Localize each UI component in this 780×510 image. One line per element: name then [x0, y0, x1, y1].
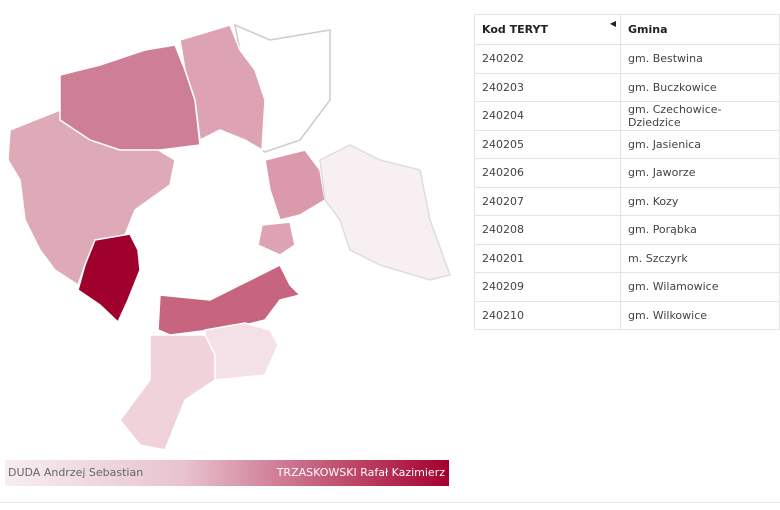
region	[257, 221, 296, 256]
region	[204, 322, 279, 381]
region	[179, 24, 266, 152]
legend-low: DUDA Andrzej Sebastian	[8, 466, 144, 479]
region	[319, 144, 451, 281]
region	[119, 334, 216, 451]
header-text: Kod TERYT	[482, 23, 548, 36]
table-cell: 240205	[474, 129, 621, 159]
table-cell: 240202	[474, 44, 621, 74]
table-row: 240208 gm. Porąbka	[474, 215, 780, 245]
table-cell: m. Szczyrk	[620, 243, 780, 273]
header-text: Gmina	[628, 23, 668, 36]
table-cell: gm. Jasienica	[620, 129, 780, 159]
divider	[0, 502, 780, 503]
table-cell: 240210	[474, 300, 621, 330]
table-cell: gm. Wilkowice	[620, 300, 780, 330]
data-table: Kod TERYT ◀ Gmina 240202 gm. Bestwina 24020…	[474, 14, 780, 330]
map	[7, 23, 451, 451]
table-row: 240207 gm. Kozy	[474, 186, 780, 216]
table-cell: gm. Jaworze	[620, 158, 780, 188]
region	[77, 233, 141, 324]
header-cell[interactable]: Kod TERYT ◀	[474, 14, 621, 45]
table-cell: gm. Wilamowice	[620, 272, 780, 302]
table-cell: gm. Czechowice-Dziedzice	[620, 101, 780, 131]
region	[157, 263, 302, 336]
table-cell: 240201	[474, 243, 621, 273]
sort-icon: ◀	[609, 19, 616, 28]
table-cell: gm. Porąbka	[620, 215, 780, 245]
header-row: Kod TERYT ◀ Gmina	[474, 14, 780, 45]
table-row: 240202 gm. Bestwina	[474, 44, 780, 74]
table-row: 240210 gm. Wilkowice	[474, 300, 780, 330]
table-cell: 240206	[474, 158, 621, 188]
table-row: 240201 m. Szczyrk	[474, 243, 780, 273]
table-row: 240203 gm. Buczkowice	[474, 72, 780, 102]
header-cell[interactable]: Gmina	[620, 14, 780, 45]
table-row: 240205 gm. Jasienica	[474, 129, 780, 159]
table-cell: 240203	[474, 72, 621, 102]
region	[264, 149, 326, 221]
table-cell: 240208	[474, 215, 621, 245]
table-row: 240204 gm. Czechowice-Dziedzice	[474, 101, 780, 131]
table-cell: gm. Kozy	[620, 186, 780, 216]
table-cell: gm. Bestwina	[620, 44, 780, 74]
region	[59, 44, 201, 151]
table-row: 240209 gm. Wilamowice	[474, 272, 780, 302]
table-cell: gm. Buczkowice	[620, 72, 780, 102]
legend: DUDA Andrzej Sebastian TRZASKOWSKI Rafał…	[5, 460, 449, 486]
table-body: 240202 gm. Bestwina 240203 gm. Buczkowice 24…	[474, 44, 780, 330]
table-cell: 240209	[474, 272, 621, 302]
legend-high: TRZASKOWSKI Rafał Kazimierz	[276, 466, 445, 479]
table-cell: 240207	[474, 186, 621, 216]
table-cell: 240204	[474, 101, 621, 131]
table-row: 240206 gm. Jaworze	[474, 158, 780, 188]
